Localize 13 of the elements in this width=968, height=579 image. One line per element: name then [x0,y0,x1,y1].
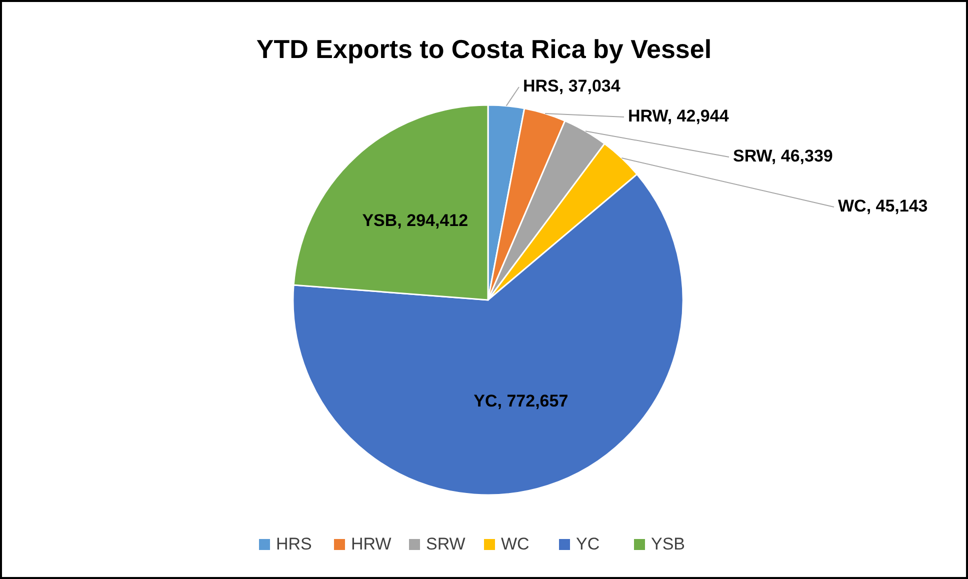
legend-label: WC [501,534,530,554]
legend-label: HRW [351,534,392,554]
legend-label: HRS [276,534,312,554]
data-label: YC, 772,657 [474,392,568,411]
legend-label: YC [576,534,600,554]
data-label: HRS, 37,034 [523,76,621,96]
legend-label: YSB [651,534,686,554]
data-label: HRW, 42,944 [628,106,730,126]
chart-title: YTD Exports to Costa Rica by Vessel [256,34,712,64]
data-label: SRW, 46,339 [733,146,833,166]
data-label: YSB, 294,412 [362,210,468,230]
legend-label: SRW [426,534,466,554]
data-label: WC, 45,143 [838,196,928,216]
